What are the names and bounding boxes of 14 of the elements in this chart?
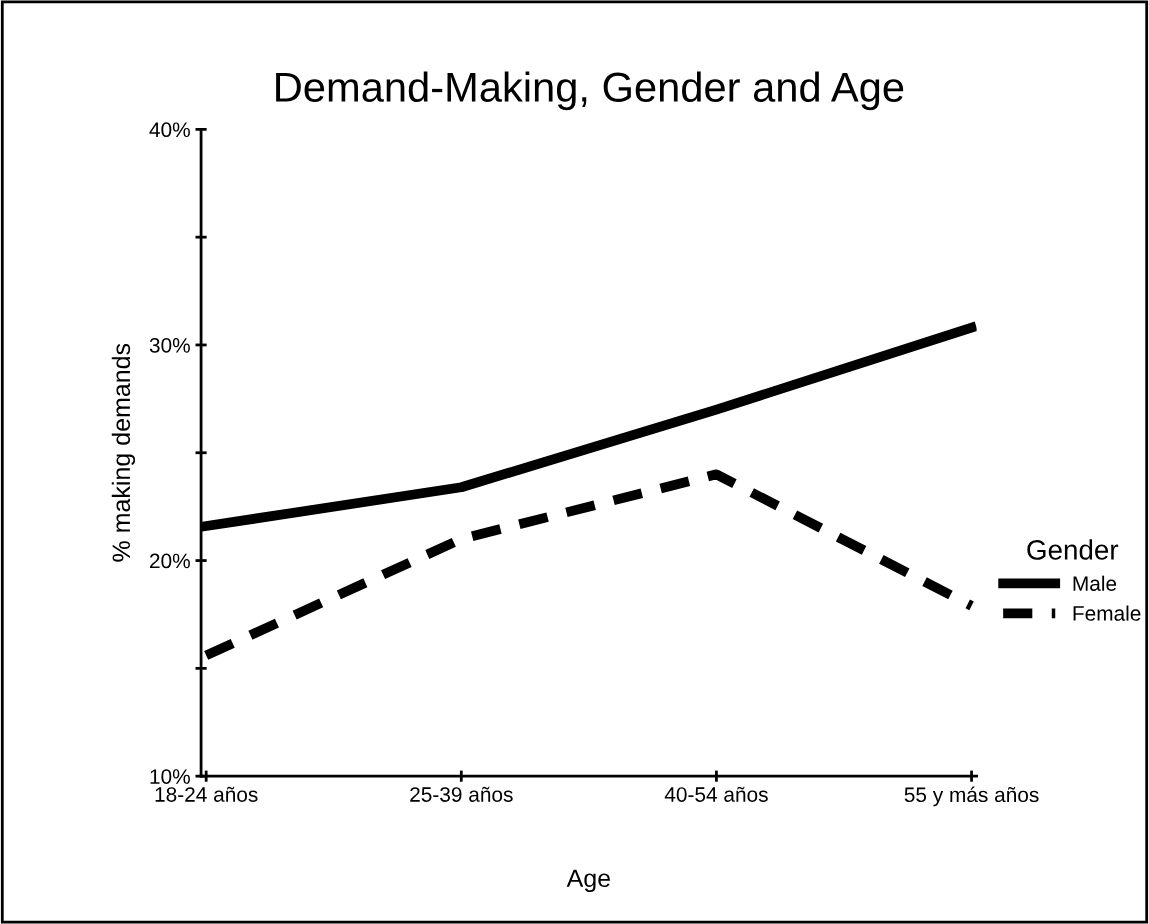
x-tick-label: 55 y más años: [904, 786, 1039, 807]
y-tick-label: 10%: [150, 769, 190, 784]
x-tick-label: 40-54 años: [664, 786, 768, 802]
legend-title: Gender: [1027, 539, 1119, 560]
x-tick-label: 18-24 años: [155, 786, 258, 802]
y-tick-label: 40%: [149, 122, 190, 138]
legend-label: Female: [1073, 605, 1141, 621]
legend-label: Male: [1073, 575, 1117, 591]
y-tick-label: 20%: [150, 553, 190, 569]
x-axis-title: Age: [566, 869, 610, 893]
y-axis-title: % making demands: [111, 343, 136, 562]
chart-title: Demand-Making, Gender and Age: [276, 71, 904, 111]
x-tick-label: 25-39 años: [410, 786, 513, 802]
y-tick-label: 30%: [149, 337, 190, 353]
